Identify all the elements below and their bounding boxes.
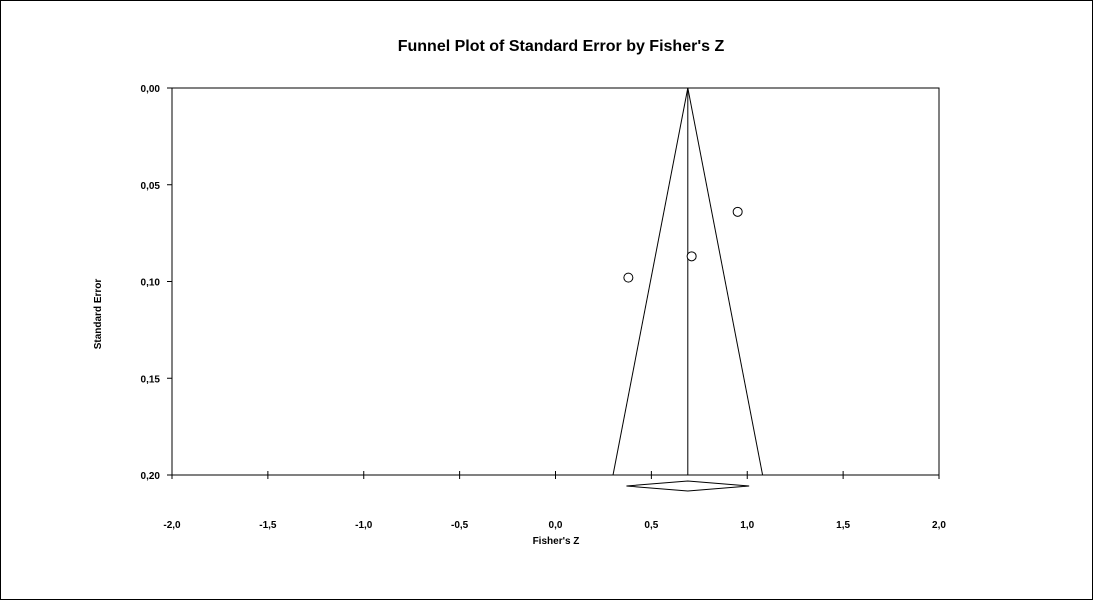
funnel-right-line: [687, 87, 764, 476]
x-tick-label: -1,0: [355, 520, 373, 531]
x-tick-label: -0,5: [451, 520, 469, 531]
plot-area: 0,00 0,05 0,10 0,15 0,20 -2,0 -1,5 -1,0 -0,5 0,0 0…: [141, 84, 947, 531]
x-tick-label: -1,5: [259, 520, 277, 531]
x-axis-label: Fisher's Z: [533, 536, 580, 547]
x-tick-label: 1,5: [836, 520, 850, 531]
chart-title: Funnel Plot of Standard Error by Fisher'…: [398, 38, 725, 55]
y-tick-label: 0,15: [141, 374, 161, 385]
x-tick-label: 2,0: [932, 520, 946, 531]
x-tick-label: 0,5: [644, 520, 658, 531]
y-tick-label: 0,05: [141, 181, 161, 192]
plot-border: [171, 87, 940, 476]
y-tick-label: 0,10: [141, 278, 161, 289]
x-tick-label: 0,0: [549, 520, 563, 531]
study-point: [686, 251, 697, 262]
summary-diamond: [626, 480, 750, 492]
x-tick-label: 1,0: [740, 520, 754, 531]
study-point: [623, 272, 634, 283]
x-tick-label: -2,0: [163, 520, 181, 531]
study-point: [732, 206, 743, 217]
funnel-left-line: [612, 87, 689, 476]
y-tick-label: 0,20: [141, 471, 161, 482]
y-tick-label: 0,00: [141, 84, 161, 95]
y-axis-label: Standard Error: [93, 279, 104, 350]
